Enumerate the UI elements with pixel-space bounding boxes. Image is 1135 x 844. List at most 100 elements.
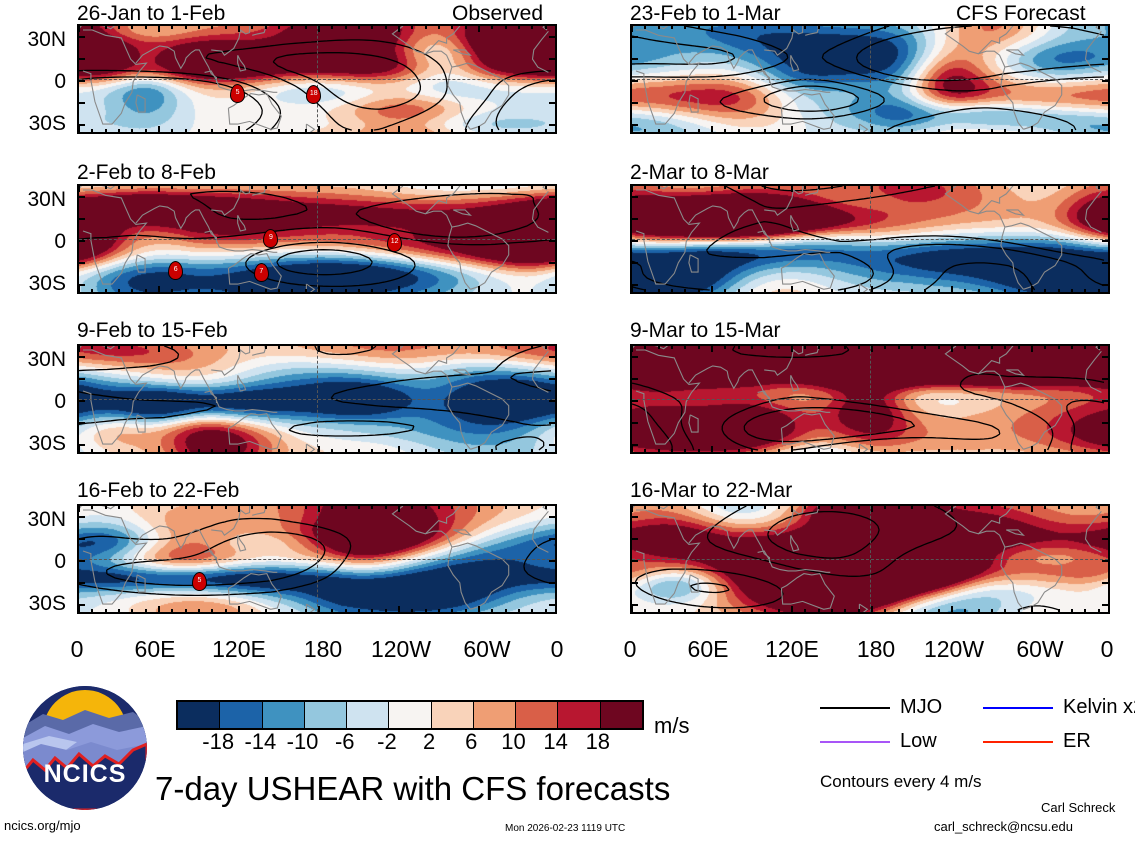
x-tick	[504, 26, 507, 29]
map-plot-area: 5 18	[79, 26, 555, 132]
x-tick	[398, 606, 400, 612]
map-panel-cfs-1[interactable]	[630, 24, 1110, 134]
y-tick	[632, 218, 638, 220]
footer-site[interactable]: ncics.org/mjo	[4, 818, 81, 833]
x-tick	[198, 129, 200, 132]
x-tick	[1084, 289, 1087, 292]
x-tick	[697, 449, 700, 452]
x-tick	[991, 186, 993, 189]
x-tick	[724, 609, 727, 612]
x-tick	[91, 609, 94, 612]
x-tick	[977, 346, 980, 349]
y-tick	[1102, 262, 1108, 264]
map-panel-cfs-4[interactable]	[630, 504, 1110, 614]
map-contours	[79, 506, 552, 612]
x-tick	[331, 289, 334, 292]
x-tick	[158, 186, 160, 192]
x-tick	[104, 186, 107, 189]
colorbar-tick--6: -6	[334, 729, 355, 754]
x-tick	[951, 606, 953, 612]
x-tick	[977, 129, 980, 132]
x-tick	[1057, 129, 1060, 132]
y-tick	[79, 218, 85, 220]
x-tick	[764, 609, 767, 612]
x-tick	[544, 609, 547, 612]
xlabel-right-180: 180	[856, 636, 896, 662]
xlabel-left-360: 0	[550, 636, 564, 662]
x-tick	[791, 186, 793, 192]
colorbar-tick-14: 14	[543, 729, 568, 754]
map-panel-observed-2[interactable]: 9 12 6 7	[77, 184, 557, 294]
x-tick	[751, 609, 753, 612]
x-tick	[632, 126, 633, 132]
x-tick	[831, 186, 833, 189]
x-tick	[977, 186, 980, 189]
legend-label-mjo: MJO	[900, 696, 943, 718]
x-tick	[884, 506, 887, 509]
x-tick	[964, 129, 967, 132]
x-tick	[518, 609, 520, 612]
x-tick	[1044, 186, 1047, 189]
x-tick	[977, 289, 980, 292]
x-tick	[697, 129, 700, 132]
y-tick	[79, 604, 85, 606]
storm-marker: 5	[230, 83, 246, 103]
x-tick	[251, 186, 254, 189]
x-tick	[211, 506, 214, 509]
ncics-logo-graphic	[23, 686, 147, 810]
footer-author: Carl Schreck	[1041, 800, 1116, 815]
footer-email[interactable]: carl_schreck@ncsu.edu	[934, 819, 1073, 834]
x-tick	[857, 26, 860, 29]
x-tick	[657, 506, 660, 509]
x-tick	[384, 609, 387, 612]
ylabel-0-row4: 0	[54, 550, 66, 573]
x-tick	[291, 609, 294, 612]
x-tick	[304, 129, 307, 132]
coastlines	[632, 186, 1102, 292]
map-panel-observed-4[interactable]: 5	[77, 504, 557, 614]
x-tick	[371, 449, 374, 452]
x-tick	[884, 609, 887, 612]
x-tick	[1084, 449, 1087, 452]
x-tick	[724, 289, 727, 292]
x-tick	[291, 186, 294, 189]
colorbar-segment-5	[389, 702, 432, 728]
x-tick	[897, 506, 900, 509]
x-tick	[937, 609, 940, 612]
x-tick	[411, 289, 414, 292]
x-tick	[144, 289, 147, 292]
x-tick	[871, 506, 873, 512]
map-panel-observed-3[interactable]	[77, 344, 557, 454]
x-tick	[344, 609, 347, 612]
x-tick	[684, 289, 687, 292]
x-tick	[937, 26, 940, 29]
x-tick	[711, 506, 713, 512]
x-tick	[697, 186, 700, 189]
map-panel-cfs-3[interactable]	[630, 344, 1110, 454]
x-tick	[911, 449, 913, 452]
x-tick	[318, 446, 320, 452]
x-tick	[884, 129, 887, 132]
x-tick	[398, 446, 400, 452]
x-tick	[911, 186, 913, 189]
x-tick	[438, 506, 440, 509]
x-tick	[91, 129, 94, 132]
xlabel-right-120w: 120W	[923, 636, 985, 662]
x-tick	[1031, 446, 1033, 452]
x-tick	[438, 449, 440, 452]
colorbar	[176, 700, 644, 730]
map-contours	[79, 26, 552, 132]
storm-marker: 6	[168, 260, 184, 280]
y-tick	[1102, 604, 1108, 606]
colorbar-tick-2: 2	[422, 729, 436, 754]
map-panel-observed-1[interactable]: 5 18	[77, 24, 557, 134]
x-tick	[104, 289, 107, 292]
x-tick	[438, 186, 440, 189]
x-tick	[911, 26, 913, 29]
x-tick	[384, 506, 387, 509]
map-panel-cfs-2[interactable]	[630, 184, 1110, 294]
map-plot-area	[79, 346, 555, 452]
x-tick	[1031, 506, 1033, 512]
x-tick	[278, 609, 280, 612]
x-tick	[504, 186, 507, 189]
